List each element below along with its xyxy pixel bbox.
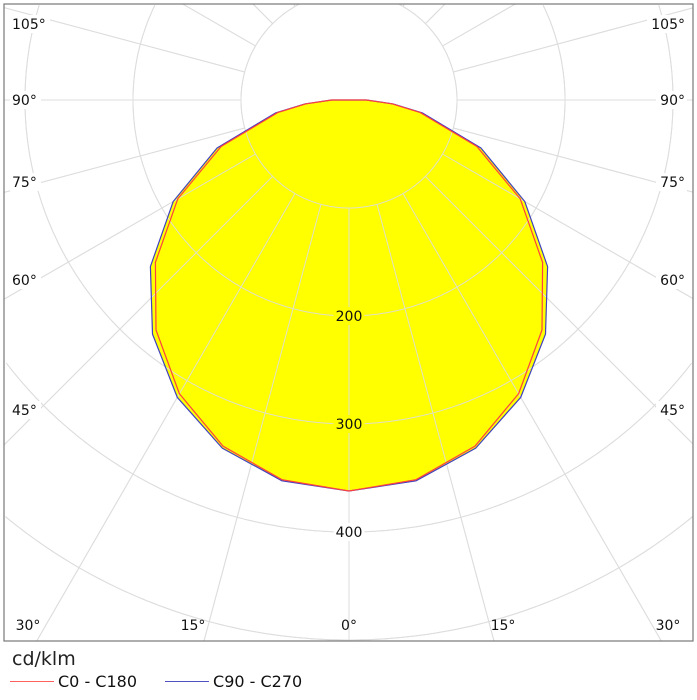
grid-circle: [240, 4, 458, 209]
angle-label: 15°: [181, 618, 206, 634]
angle-label-right: 45°: [660, 403, 685, 419]
polar-intensity-chart: 200 300 400 30° 15° 0° 15° 30° 45° 45° 60° 60° 75° 75…: [3, 3, 694, 642]
grid-spoke: [402, 193, 662, 641]
angle-label-bg: [10, 271, 41, 289]
grid-spoke: [4, 176, 273, 446]
angle-label-bg: [10, 91, 41, 109]
radial-label: 400: [336, 525, 363, 541]
grid-spoke: [4, 127, 245, 193]
series-line-c0-c180: [154, 99, 544, 492]
grid-spoke: [203, 204, 322, 641]
angle-label-right: 90°: [660, 93, 685, 109]
angle-label-bg: [10, 173, 41, 191]
unit-label: cd/klm: [12, 648, 76, 670]
grid-spoke: [4, 153, 256, 300]
radial-label: 200: [336, 309, 363, 325]
plot-frame: [3, 3, 694, 642]
grid-spoke: [453, 127, 693, 193]
angle-label-bg: [647, 15, 687, 33]
angle-label-bg: [10, 15, 50, 33]
angle-label-bg: [656, 271, 687, 289]
grid-spoke: [182, 4, 256, 47]
legend-swatch-c0: [10, 681, 54, 682]
legend-item-c90: C90 - C270: [165, 672, 302, 691]
grid-spoke: [36, 193, 296, 641]
angle-label: 15°: [491, 618, 516, 634]
angle-label-bg: [656, 401, 687, 419]
angle-label-right: 105°: [651, 17, 685, 33]
radial-label-bg: [333, 415, 365, 433]
angle-label-left: 105°: [12, 17, 46, 33]
labels: 200 300 400 30° 15° 0° 15° 30° 45° 45° 60° 60° 75° 75…: [10, 15, 687, 634]
grid-spoke: [425, 176, 693, 445]
angle-label-bg: [656, 173, 687, 191]
legend-swatch-c90: [165, 681, 210, 682]
radial-label-bg: [333, 523, 365, 541]
angle-label-bg: [10, 401, 41, 419]
angle-label-right: 75°: [660, 175, 685, 191]
angle-label-left: 45°: [12, 403, 37, 419]
angle-label-left: 60°: [12, 273, 37, 289]
grid-spoke: [425, 4, 446, 24]
grid-circle: [5, 362, 693, 533]
angle-label: 30°: [16, 618, 41, 634]
legend: C0 - C180 C90 - C270: [10, 672, 302, 691]
grid-spoke: [442, 4, 516, 47]
radial-label: 300: [336, 417, 363, 433]
legend-label-c0: C0 - C180: [58, 672, 138, 691]
angle-label: 0°: [341, 618, 357, 634]
legend-label-c90: C90 - C270: [213, 672, 303, 691]
angle-label-left: 90°: [12, 93, 37, 109]
grid-circle: [132, 5, 566, 317]
angle-label-bg: [656, 91, 687, 109]
angle-label-right: 60°: [660, 273, 685, 289]
grid-spoke: [376, 204, 495, 641]
angle-label-left: 75°: [12, 175, 37, 191]
grid-spoke: [442, 153, 693, 300]
radial-label-bg: [333, 307, 365, 325]
grid-circle: [5, 516, 693, 641]
grid-spoke: [252, 4, 273, 24]
angle-label: 30°: [656, 618, 681, 634]
legend-item-c0: C0 - C180: [10, 672, 137, 691]
